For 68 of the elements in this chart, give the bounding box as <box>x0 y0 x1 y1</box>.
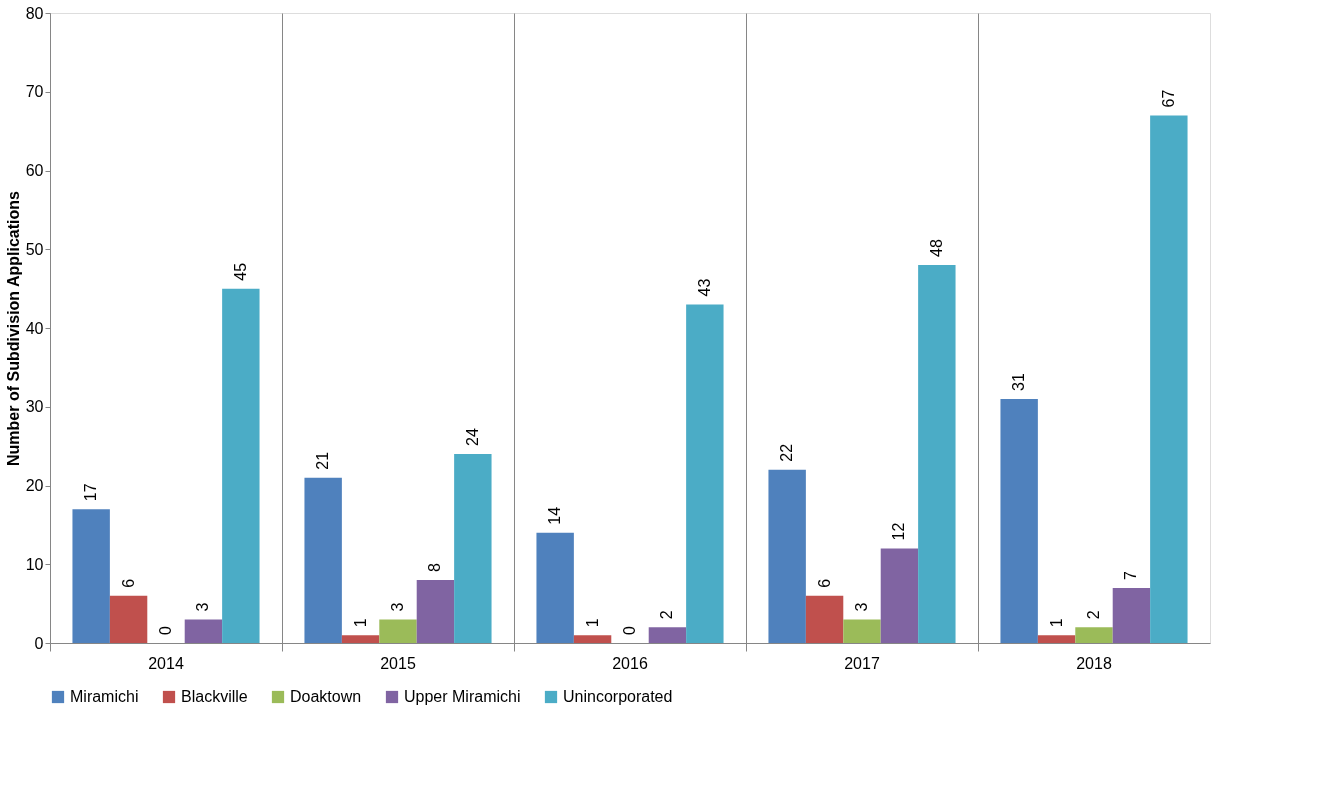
bar <box>379 619 417 643</box>
bar <box>109 595 148 643</box>
x-tick-label: 2018 <box>1076 654 1112 672</box>
legend-label: Miramichi <box>70 688 139 705</box>
bar <box>1037 635 1076 643</box>
bar <box>1150 115 1188 643</box>
y-tick-label: 80 <box>25 4 44 22</box>
data-label: 22 <box>778 443 796 462</box>
data-label: 31 <box>1010 372 1028 391</box>
data-label: 14 <box>546 506 564 525</box>
data-label: 21 <box>314 451 332 470</box>
bar <box>768 469 806 643</box>
data-label: 2 <box>1085 610 1102 620</box>
data-label: 45 <box>231 262 249 281</box>
data-label: 17 <box>82 483 100 502</box>
data-label: 3 <box>853 602 870 612</box>
data-label: 24 <box>463 428 481 446</box>
bar <box>843 619 881 643</box>
bar <box>880 548 919 643</box>
data-label: 12 <box>890 522 908 541</box>
bar <box>72 509 110 643</box>
bar <box>222 288 260 643</box>
bar <box>1075 627 1113 643</box>
data-label: 48 <box>927 239 945 257</box>
data-label: 6 <box>119 578 137 588</box>
y-tick-label: 50 <box>25 240 44 258</box>
bar <box>304 477 342 643</box>
y-tick-label: 30 <box>25 398 44 416</box>
bar <box>1112 587 1151 643</box>
data-label: 6 <box>815 578 833 588</box>
data-label: 0 <box>157 626 174 635</box>
bar <box>918 265 956 643</box>
data-label: 7 <box>1122 570 1140 580</box>
y-tick-label: 60 <box>25 162 44 179</box>
y-tick-label: 0 <box>34 634 44 652</box>
x-tick-label: 2017 <box>844 654 880 672</box>
legend-label: Unincorporated <box>563 688 673 705</box>
data-label: 3 <box>389 602 406 612</box>
data-label: 8 <box>426 563 444 572</box>
legend-label: Upper Miramichi <box>404 688 521 705</box>
x-tick-label: 2016 <box>612 654 648 672</box>
bar <box>416 580 455 643</box>
y-tick-label: 10 <box>25 555 44 573</box>
bar <box>536 532 574 643</box>
legend-label: Doaktown <box>290 688 362 705</box>
x-tick-label: 2015 <box>380 654 416 672</box>
bar <box>184 619 223 643</box>
data-label: 1 <box>1047 618 1065 628</box>
data-label: 0 <box>621 626 638 635</box>
bar <box>648 627 687 643</box>
data-label: 67 <box>1159 89 1177 108</box>
data-label: 1 <box>351 618 369 628</box>
bar <box>573 635 612 643</box>
bar <box>1000 398 1038 643</box>
bar <box>686 304 724 643</box>
y-tick-label: 20 <box>25 477 44 494</box>
legend-label: Blackville <box>181 688 248 705</box>
y-axis-title: Number of Subdivision Applications <box>4 190 22 466</box>
data-label: 43 <box>695 278 713 297</box>
y-tick-label: 40 <box>25 319 44 337</box>
bar <box>341 635 380 643</box>
x-tick-label: 2014 <box>148 654 184 672</box>
data-label: 3 <box>194 602 212 612</box>
bar <box>454 454 492 643</box>
data-label: 1 <box>583 618 601 628</box>
data-label: 2 <box>658 610 676 620</box>
y-tick-label: 70 <box>25 83 44 101</box>
bar <box>805 595 844 643</box>
